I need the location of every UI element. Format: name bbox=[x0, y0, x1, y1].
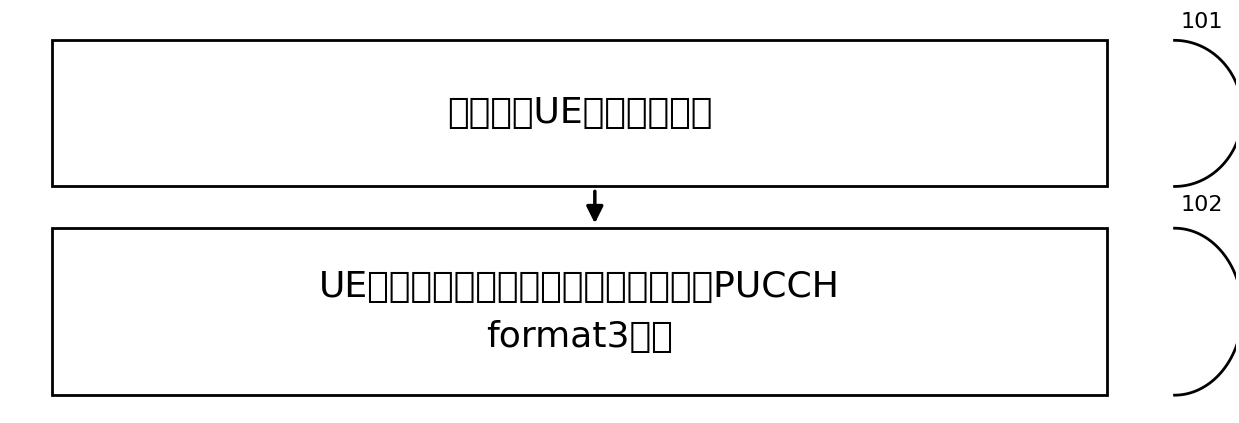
Text: 101: 101 bbox=[1181, 11, 1223, 32]
Text: 102: 102 bbox=[1181, 195, 1223, 215]
Text: 网络侧向UE发送控制指令: 网络侧向UE发送控制指令 bbox=[447, 96, 712, 130]
Text: UE接收控制指令，并根据控制指令确定PUCCH
format3资源: UE接收控制指令，并根据控制指令确定PUCCH format3资源 bbox=[318, 269, 840, 354]
FancyBboxPatch shape bbox=[52, 228, 1106, 395]
FancyBboxPatch shape bbox=[52, 40, 1106, 187]
